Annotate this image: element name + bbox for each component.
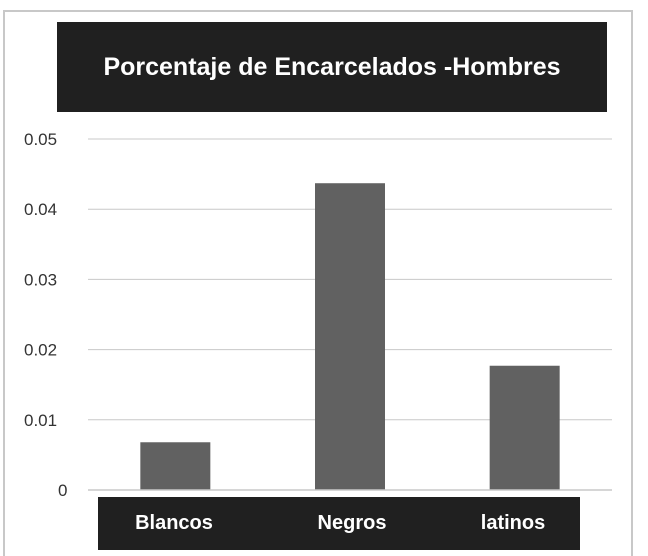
y-axis-ticks: 0 0.01 0.02 0.03 0.04 0.05 (24, 130, 67, 500)
category-label-negros: Negros (317, 512, 387, 534)
frame-border-right (631, 10, 633, 556)
y-tick-label: 0.01 (24, 411, 57, 430)
y-tick-label: 0.03 (24, 270, 57, 289)
y-tick-label: 0.04 (24, 200, 57, 219)
chart-title: Porcentaje de Encarcelados -Hombres (103, 53, 561, 81)
chart-title-box: Porcentaje de Encarcelados -Hombres (57, 22, 607, 112)
bar-latinos (489, 365, 560, 490)
bars (140, 183, 560, 490)
frame-border-top (3, 10, 633, 12)
y-tick-label: 0.05 (24, 130, 57, 149)
bar-blancos (140, 442, 211, 490)
category-label-blancos: Blancos (135, 512, 213, 534)
y-tick-label: 0 (58, 481, 67, 500)
bar-negros (315, 183, 385, 490)
frame-border-left (3, 10, 5, 556)
category-label-latinos: latinos (480, 512, 546, 534)
y-tick-label: 0.02 (24, 341, 57, 360)
category-label-box: Blancos Negros latinos (98, 497, 580, 550)
